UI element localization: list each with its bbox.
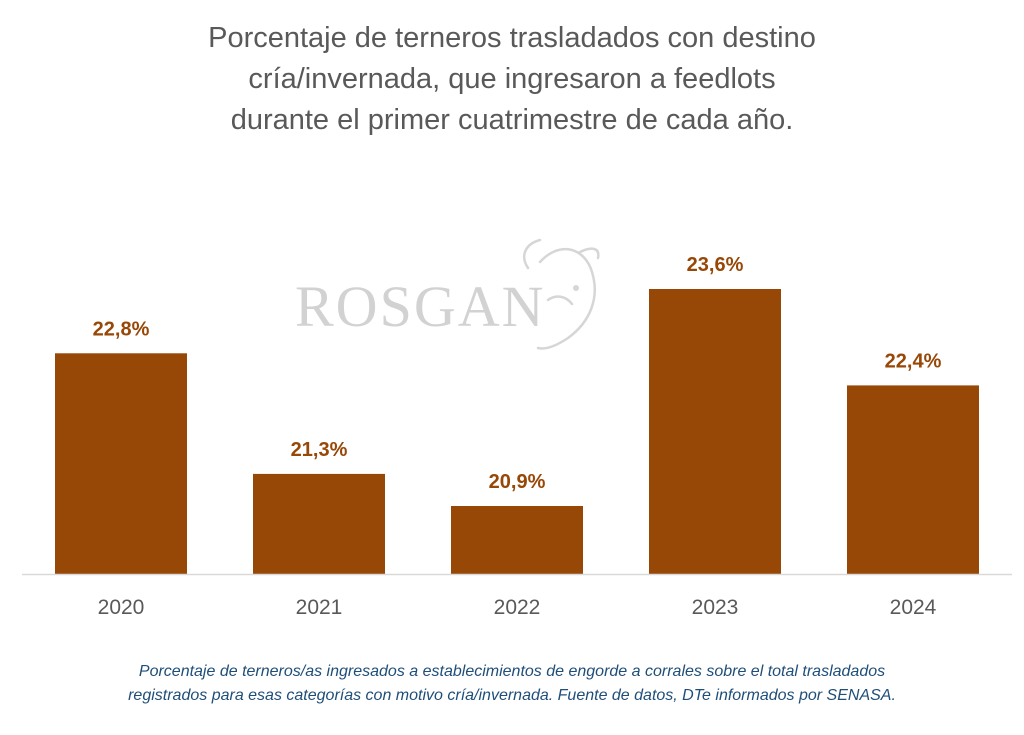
footnote: Porcentaje de terneros/as ingresados a e… (0, 660, 1024, 708)
footnote-line-2: registrados para esas categorías con mot… (128, 687, 896, 704)
data-label-2020: 22,8% (93, 318, 150, 340)
x-tick-label-2020: 2020 (98, 596, 145, 619)
bar-2020 (55, 353, 187, 574)
x-tick-label-2024: 2024 (890, 596, 937, 619)
x-tick-label-2022: 2022 (494, 596, 541, 619)
data-labels-group: 22,8% 21,3% 20,9% 23,6% 22,4% (93, 254, 942, 493)
bars-group (55, 289, 979, 574)
data-label-2022: 20,9% (489, 471, 546, 493)
chart-title-line-2: cría/invernada, que ingresaron a feedlot… (248, 63, 776, 95)
chart-title-line-3: durante el primer cuatrimestre de cada a… (230, 104, 794, 136)
bar-2022 (451, 506, 583, 574)
chart-title-line-1: Porcentaje de terneros trasladados con d… (208, 22, 816, 54)
data-label-2024: 22,4% (885, 350, 942, 372)
footnote-line-1: Porcentaje de terneros/as ingresados a e… (138, 663, 886, 680)
data-label-2023: 23,6% (687, 254, 744, 276)
bar-2024 (847, 385, 979, 574)
x-tick-labels-group: 2020 2021 2022 2023 2024 (98, 596, 937, 619)
chart-title: Porcentaje de terneros trasladados con d… (0, 18, 1024, 141)
rosgan-watermark: ROSGAN (295, 238, 600, 350)
bar-2023 (649, 289, 781, 574)
bar-chart: ROSGAN 22,8%21,3%20,9%23,6%22,4% 2020 202… (22, 238, 1012, 619)
data-label-2021: 21,3% (291, 439, 348, 461)
x-tick-label-2021: 2021 (296, 596, 343, 619)
x-tick-label-2023: 2023 (692, 596, 739, 619)
bull-head-icon (523, 238, 600, 350)
bar-2021 (253, 473, 385, 574)
watermark-logo-text: ROSGAN (295, 274, 546, 339)
